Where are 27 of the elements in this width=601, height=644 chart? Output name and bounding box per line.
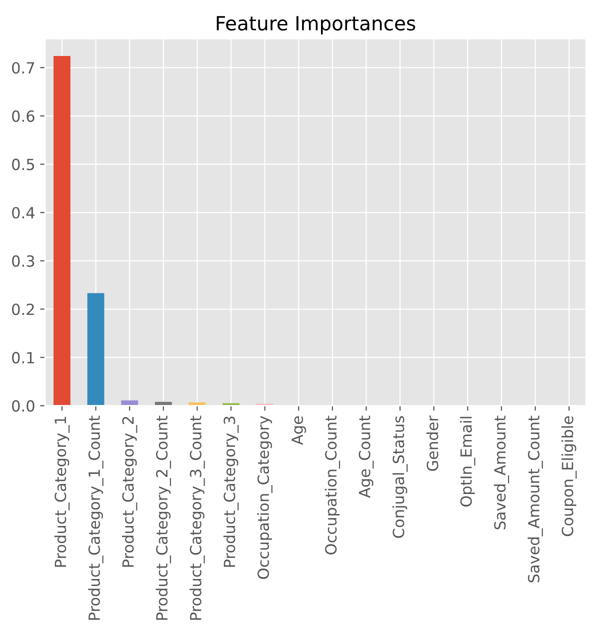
y-tick-label: 0.1 bbox=[12, 352, 34, 364]
y-tick-label: 0.4 bbox=[12, 206, 34, 219]
y-tick-label: 0.6 bbox=[12, 110, 34, 122]
x-tick-label: Product_Category_1 bbox=[54, 416, 70, 567]
y-tick-label: 0.0 bbox=[12, 400, 34, 412]
x-tick-label: Product_Category_3 bbox=[223, 416, 239, 567]
x-tick-label: Occupation_Category bbox=[257, 416, 272, 579]
x-tick-label: Product_Category_2_Count bbox=[156, 416, 171, 620]
x-tick-label: Occupation_Count bbox=[324, 416, 340, 554]
chart-title: Feature Importances bbox=[216, 16, 416, 34]
x-tick-label: OptIn_Email bbox=[460, 416, 476, 507]
x-tick-label: Conjugal_Status bbox=[392, 416, 408, 538]
x-tick-label: Coupon_Eligible bbox=[561, 416, 577, 536]
x-tick-label: Product_Category_1_Count bbox=[88, 416, 104, 620]
x-tick-label: Saved_Amount bbox=[494, 416, 510, 530]
y-tick-label: 0.3 bbox=[12, 255, 34, 267]
y-tick-label: 0.5 bbox=[12, 158, 34, 170]
x-tick-label: Product_Category_3_Count bbox=[190, 416, 205, 620]
x-tick-label: Age_Count bbox=[358, 416, 374, 498]
x-tick-label: Gender bbox=[426, 415, 438, 471]
x-tick-label: Age bbox=[292, 416, 306, 445]
bar bbox=[54, 56, 70, 406]
x-tick-label: Product_Category_2 bbox=[122, 416, 138, 567]
bar bbox=[87, 293, 104, 406]
y-tick-label: 0.2 bbox=[12, 304, 34, 316]
y-tick-label: 0.7 bbox=[12, 62, 34, 74]
x-tick-label: Saved_Amount_Count bbox=[528, 416, 543, 582]
